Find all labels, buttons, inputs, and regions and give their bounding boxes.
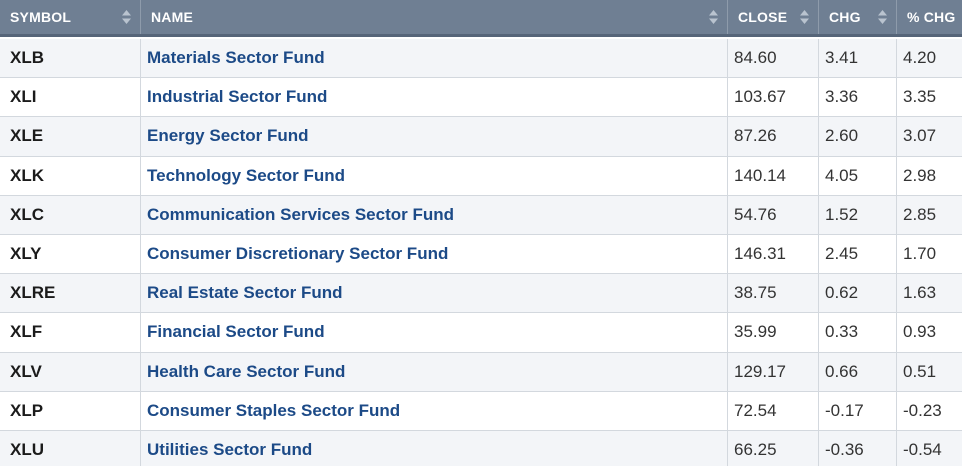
symbol-cell: XLB bbox=[0, 39, 141, 78]
close-cell: 35.99 bbox=[728, 313, 819, 352]
column-header-pct-chg[interactable]: % CHG bbox=[897, 0, 962, 34]
fund-name-link[interactable]: Industrial Sector Fund bbox=[147, 87, 328, 107]
column-header-name-label: NAME bbox=[151, 9, 194, 25]
pct-chg-cell: 2.98 bbox=[903, 165, 937, 185]
name-cell: Consumer Staples Sector Fund bbox=[141, 391, 728, 430]
name-cell: Communication Services Sector Fund bbox=[141, 195, 728, 234]
close-cell: 103.67 bbox=[728, 78, 819, 117]
table-row: XLRE Real Estate Sector Fund 38.75 0.62 … bbox=[0, 274, 962, 314]
fund-name-link[interactable]: Real Estate Sector Fund bbox=[147, 283, 343, 303]
chg-cell: 3.41 bbox=[819, 39, 897, 78]
fund-name-link[interactable]: Consumer Discretionary Sector Fund bbox=[147, 244, 449, 264]
chg-cell: -0.36 bbox=[819, 430, 897, 466]
table-header: SYMBOL NAME CLOSE CHG bbox=[0, 0, 962, 37]
chg-cell: 2.45 bbox=[819, 234, 897, 274]
table-body: XLB Materials Sector Fund 84.60 3.41 4.2… bbox=[0, 39, 962, 466]
chg-cell: 4.05 bbox=[819, 156, 897, 195]
name-cell: Utilities Sector Fund bbox=[141, 430, 728, 466]
name-cell: Technology Sector Fund bbox=[141, 156, 728, 195]
name-cell: Industrial Sector Fund bbox=[141, 78, 728, 117]
fund-name-link[interactable]: Consumer Staples Sector Fund bbox=[147, 400, 401, 420]
close-cell: 140.14 bbox=[728, 156, 819, 195]
table-row: XLV Health Care Sector Fund 129.17 0.66 … bbox=[0, 352, 962, 392]
name-cell: Energy Sector Fund bbox=[141, 117, 728, 156]
close-cell: 129.17 bbox=[728, 352, 819, 391]
column-header-chg[interactable]: CHG bbox=[819, 0, 897, 34]
pct-chg-cell: 1.63 bbox=[903, 283, 937, 303]
chg-cell: 3.36 bbox=[819, 78, 897, 117]
pct-chg-cell: 3.07 bbox=[903, 126, 937, 146]
chg-cell: 1.52 bbox=[819, 195, 897, 234]
table-row: XLE Energy Sector Fund 87.26 2.60 3.07 bbox=[0, 117, 962, 157]
chg-cell: 2.60 bbox=[819, 117, 897, 156]
sort-arrows-icon[interactable] bbox=[122, 10, 131, 24]
symbol-cell: XLY bbox=[0, 234, 141, 274]
column-header-name[interactable]: NAME bbox=[141, 0, 728, 34]
column-header-symbol-label: SYMBOL bbox=[10, 9, 72, 25]
pct-chg-cell: 0.51 bbox=[903, 361, 937, 381]
column-header-pct-chg-label: % CHG bbox=[907, 9, 956, 25]
table-row: XLY Consumer Discretionary Sector Fund 1… bbox=[0, 234, 962, 275]
table-row: XLP Consumer Staples Sector Fund 72.54 -… bbox=[0, 391, 962, 431]
symbol-cell: XLV bbox=[0, 352, 141, 391]
chg-cell: -0.17 bbox=[819, 391, 897, 430]
pct-chg-cell: 2.85 bbox=[903, 204, 937, 224]
chg-cell: 0.62 bbox=[819, 274, 897, 313]
fund-name-link[interactable]: Materials Sector Fund bbox=[147, 48, 325, 68]
symbol-cell: XLI bbox=[0, 78, 141, 117]
close-cell: 146.31 bbox=[728, 234, 819, 274]
pct-chg-cell: 1.70 bbox=[903, 244, 937, 264]
fund-name-link[interactable]: Utilities Sector Fund bbox=[147, 439, 313, 459]
name-cell: Real Estate Sector Fund bbox=[141, 274, 728, 313]
column-header-symbol[interactable]: SYMBOL bbox=[0, 0, 141, 34]
chg-cell: 0.66 bbox=[819, 352, 897, 391]
close-cell: 38.75 bbox=[728, 274, 819, 313]
name-cell: Financial Sector Fund bbox=[141, 313, 728, 352]
pct-chg-cell: 0.93 bbox=[903, 322, 937, 342]
column-header-close[interactable]: CLOSE bbox=[728, 0, 819, 34]
symbol-cell: XLK bbox=[0, 156, 141, 195]
name-cell: Materials Sector Fund bbox=[141, 39, 728, 78]
symbol-cell: XLRE bbox=[0, 274, 141, 313]
chg-cell: 0.33 bbox=[819, 313, 897, 352]
fund-name-link[interactable]: Health Care Sector Fund bbox=[147, 361, 346, 381]
pct-chg-cell: 3.35 bbox=[903, 87, 937, 107]
column-header-chg-label: CHG bbox=[829, 9, 861, 25]
close-cell: 84.60 bbox=[728, 39, 819, 78]
sort-arrows-icon[interactable] bbox=[800, 10, 809, 24]
name-cell: Health Care Sector Fund bbox=[141, 352, 728, 391]
name-cell: Consumer Discretionary Sector Fund bbox=[141, 234, 728, 274]
close-cell: 72.54 bbox=[728, 391, 819, 430]
close-cell: 87.26 bbox=[728, 117, 819, 156]
fund-name-link[interactable]: Communication Services Sector Fund bbox=[147, 204, 455, 224]
pct-chg-cell: -0.23 bbox=[903, 400, 942, 420]
symbol-cell: XLP bbox=[0, 391, 141, 430]
close-cell: 66.25 bbox=[728, 430, 819, 466]
sort-arrows-icon[interactable] bbox=[878, 10, 887, 24]
fund-name-link[interactable]: Financial Sector Fund bbox=[147, 322, 325, 342]
column-header-close-label: CLOSE bbox=[738, 9, 788, 25]
symbol-cell: XLU bbox=[0, 430, 141, 466]
sort-arrows-icon[interactable] bbox=[709, 10, 718, 24]
table-row: XLB Materials Sector Fund 84.60 3.41 4.2… bbox=[0, 39, 962, 79]
table-row: XLK Technology Sector Fund 140.14 4.05 2… bbox=[0, 156, 962, 196]
table-row: XLI Industrial Sector Fund 103.67 3.36 3… bbox=[0, 78, 962, 118]
fund-name-link[interactable]: Energy Sector Fund bbox=[147, 126, 309, 146]
symbol-cell: XLF bbox=[0, 313, 141, 352]
table-row: XLU Utilities Sector Fund 66.25 -0.36 -0… bbox=[0, 430, 962, 466]
pct-chg-cell: -0.54 bbox=[903, 439, 942, 459]
symbol-cell: XLE bbox=[0, 117, 141, 156]
symbol-cell: XLC bbox=[0, 195, 141, 234]
table-row: XLF Financial Sector Fund 35.99 0.33 0.9… bbox=[0, 313, 962, 353]
fund-name-link[interactable]: Technology Sector Fund bbox=[147, 165, 346, 185]
pct-chg-cell: 4.20 bbox=[903, 48, 937, 68]
table-row: XLC Communication Services Sector Fund 5… bbox=[0, 195, 962, 235]
close-cell: 54.76 bbox=[728, 195, 819, 234]
